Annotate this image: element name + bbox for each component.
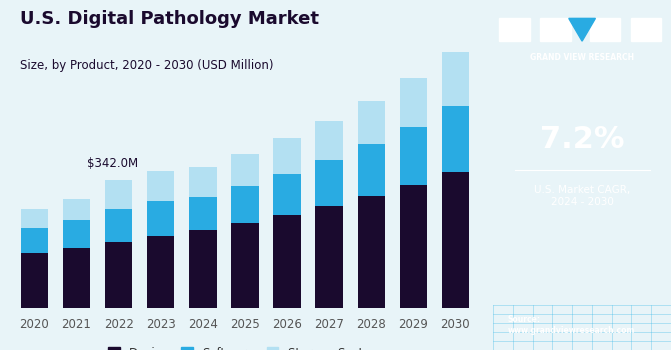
Bar [63,220,90,247]
Bar [189,197,217,230]
Bar [400,78,427,127]
Text: 7.2%: 7.2% [540,126,624,154]
Bar [358,101,385,144]
Text: U.S. Market CAGR,
2024 - 2030: U.S. Market CAGR, 2024 - 2030 [534,185,630,207]
Bar [273,215,301,308]
Bar [63,198,90,220]
Text: GRAND VIEW RESEARCH: GRAND VIEW RESEARCH [530,53,634,62]
Bar [21,253,48,308]
Bar [21,229,48,253]
Bar [273,138,301,174]
Bar [189,167,217,197]
Bar [315,160,343,206]
Bar [590,18,620,41]
Bar [231,186,258,223]
Text: Source:
www.grandviewresearch.com: Source: www.grandviewresearch.com [507,315,635,335]
Bar [63,247,90,308]
Bar [400,127,427,185]
Legend: Device, Software, Storage System: Device, Software, Storage System [103,342,386,350]
Polygon shape [569,18,595,41]
Bar [400,185,427,308]
Bar [631,18,661,41]
Bar [540,18,570,41]
Bar [358,196,385,308]
Bar [147,201,174,236]
Text: U.S. Digital Pathology Market: U.S. Digital Pathology Market [20,10,319,28]
Bar [273,174,301,215]
Bar [315,206,343,308]
Bar [105,209,132,242]
Bar [442,52,469,106]
Text: $342.0M: $342.0M [87,157,138,170]
Bar [442,106,469,172]
Text: Size, by Product, 2020 - 2030 (USD Million): Size, by Product, 2020 - 2030 (USD Milli… [20,60,274,72]
Bar [442,172,469,308]
Bar [105,180,132,209]
Bar [499,18,529,41]
Bar [231,154,258,186]
Bar [147,171,174,201]
Bar [358,144,385,196]
Bar [147,236,174,308]
Bar [21,209,48,229]
Bar [231,223,258,308]
Bar [105,241,132,308]
Bar [189,230,217,308]
Bar [315,121,343,160]
